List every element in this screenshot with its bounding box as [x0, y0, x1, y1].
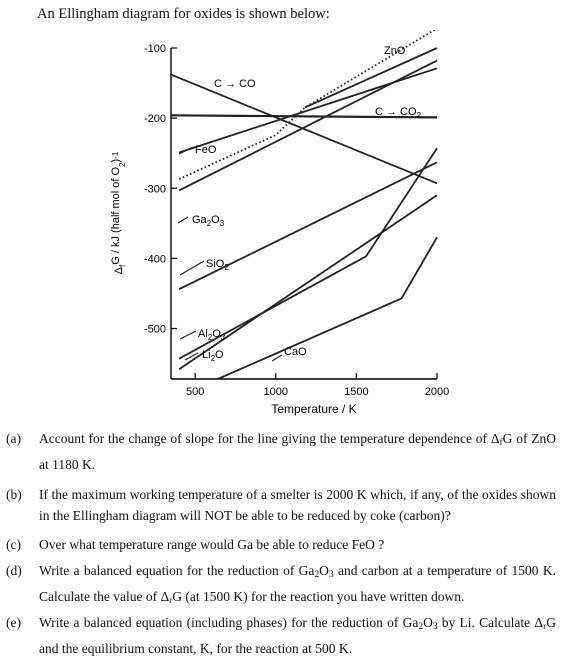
leader-cao	[271, 354, 283, 362]
leader-feo	[178, 146, 194, 155]
question-text: Write a balanced equation (including pha…	[39, 615, 556, 656]
y-tick-label: -400	[144, 253, 166, 265]
leader-sio2	[179, 260, 205, 276]
y-tick-label: -300	[144, 183, 166, 195]
leader-al2o3	[179, 330, 197, 340]
x-tick-label: 1000	[264, 386, 288, 398]
question-label: (e)	[6, 615, 21, 630]
x-tick-label: 1500	[344, 386, 368, 398]
question-label: (a)	[6, 431, 21, 446]
axes: -100 -200 -300 -400 -500 500 1000 1500 2000 Tempe…	[110, 43, 449, 416]
line-c-co	[170, 73, 438, 185]
question-label: (c)	[6, 537, 21, 552]
label-sio2: SiO2	[206, 258, 229, 272]
label-al2o3: Al2O3	[198, 328, 226, 342]
line-al2o3	[178, 147, 438, 360]
question-label: (d)	[6, 563, 22, 578]
x-tick-label: 2000	[425, 386, 449, 398]
ellingham-diagram: -100 -200 -300 -400 -500 500 1000 1500 2000 Tempe…	[110, 30, 449, 416]
question-label: (b)	[6, 487, 22, 502]
line-cao	[217, 236, 438, 380]
question-text: If the maximum working temperature of a …	[39, 487, 556, 523]
label-leaders	[177, 146, 283, 362]
y-tick-label: -200	[144, 113, 166, 125]
x-axis-label: Temperature / K	[271, 402, 356, 416]
line-ga2o3	[178, 59, 438, 192]
x-tick-label: 500	[186, 386, 204, 398]
intro-text: An Ellingham diagram for oxides is shown…	[37, 6, 330, 22]
line-c-co2	[170, 114, 438, 119]
line-li2o	[178, 194, 438, 370]
label-c-co2: C → CO2	[375, 106, 422, 120]
y-axis-label: ΔfG / kJ (half mol of O2)-1	[110, 151, 127, 274]
series-lines	[170, 30, 438, 380]
line-zno	[178, 30, 437, 180]
label-c-co: C → CO	[214, 78, 256, 90]
y-tick-label: -100	[144, 43, 166, 55]
line-zno-upper	[304, 47, 438, 109]
label-zno: ZnO	[384, 45, 406, 57]
question-text: Over what temperature range would Ga be …	[39, 537, 385, 552]
label-cao: CaO	[284, 346, 307, 358]
series-labels: C → CO C → CO2 ZnO FeO Ga2O3 SiO2 Al2O3 Li2O CaO	[192, 45, 422, 363]
leader-ga2o3	[177, 216, 189, 224]
label-feo: FeO	[195, 144, 217, 156]
line-sio2	[178, 161, 438, 291]
label-li2o: Li2O	[202, 349, 224, 363]
y-tick-label: -500	[144, 324, 166, 336]
question-text: Write a balanced equation for the reduct…	[39, 563, 556, 606]
leader-li2o	[184, 352, 199, 361]
question-text: Account for the change of slope for the …	[39, 431, 556, 472]
label-ga2o3: Ga2O3	[192, 214, 225, 228]
